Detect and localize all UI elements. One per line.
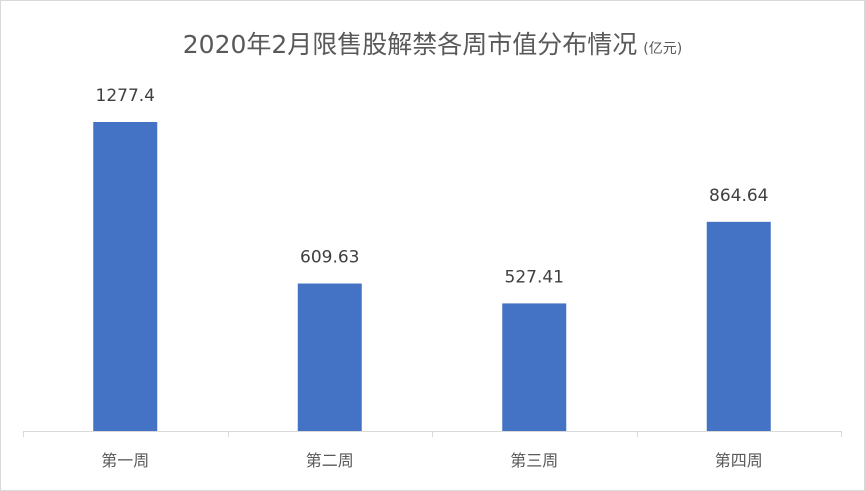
chart-title-text: 2020年2月限售股解禁各周市值分布情况 (182, 30, 638, 59)
bar (706, 221, 771, 431)
bar (93, 122, 158, 431)
data-label: 864.64 (709, 186, 768, 206)
chart-title: 2020年2月限售股解禁各周市值分布情况 (亿元) (1, 25, 864, 61)
bar (502, 303, 567, 431)
data-label: 609.63 (300, 248, 359, 268)
bar (297, 283, 362, 431)
x-tick-label: 第二周 (306, 451, 354, 470)
x-tick-label: 第三周 (510, 451, 558, 470)
data-label: 1277.4 (96, 86, 155, 106)
chart-title-unit: (亿元) (643, 41, 683, 57)
x-tick-label: 第四周 (715, 451, 763, 470)
x-tick-label: 第一周 (101, 451, 149, 470)
data-label: 527.41 (505, 267, 564, 287)
